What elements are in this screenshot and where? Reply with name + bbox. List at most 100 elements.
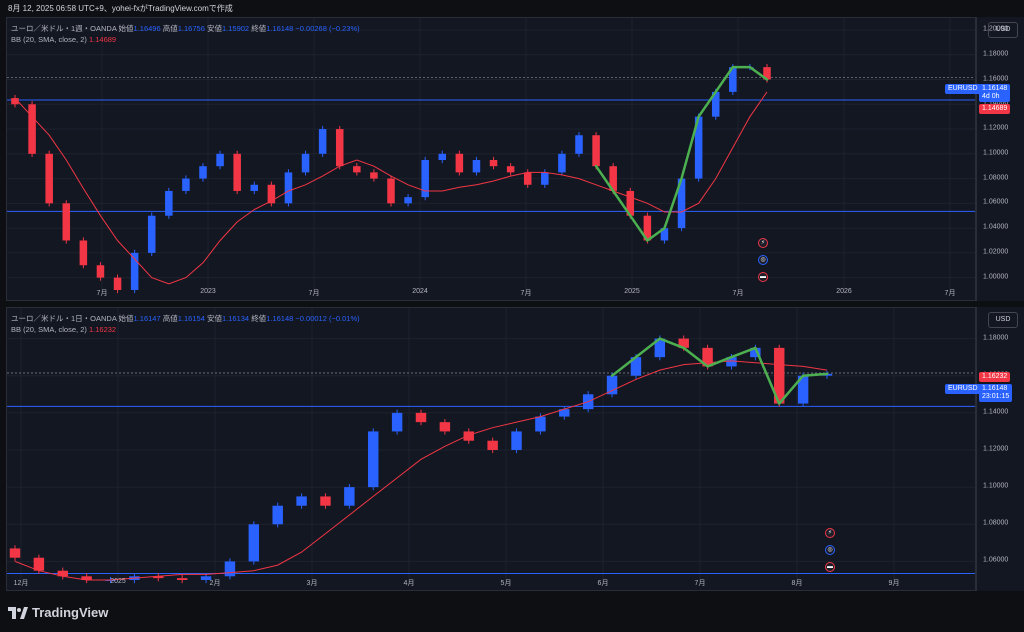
daily-chart-svg[interactable]: [7, 308, 976, 591]
candle[interactable]: [284, 172, 293, 204]
globe-icon[interactable]: ◎: [758, 255, 768, 265]
candle[interactable]: [45, 153, 53, 204]
daily-price-axis[interactable]: USD 1.180001.160001.140001.120001.100001…: [945, 307, 1024, 591]
candle[interactable]: [200, 576, 212, 580]
weekly-chart-panel[interactable]: ユーロ／米ドル・1週・OANDA 始値1.16496 高値1.16756 安値1…: [6, 17, 976, 301]
weekly-bb-tag: 1.14689: [979, 104, 1011, 114]
candle[interactable]: [455, 153, 464, 173]
candle[interactable]: [774, 347, 785, 404]
candle[interactable]: [421, 160, 429, 198]
candle[interactable]: [643, 215, 652, 241]
daily-symbol-label: ユーロ／米ドル・1日・OANDA: [11, 314, 117, 323]
candle[interactable]: [96, 265, 105, 278]
candle[interactable]: [9, 548, 21, 558]
candle[interactable]: [702, 347, 713, 367]
y-tick-label: 1.18000: [983, 334, 1009, 342]
candle[interactable]: [750, 347, 761, 358]
candle[interactable]: [182, 178, 190, 191]
candle[interactable]: [153, 576, 164, 579]
candle[interactable]: [233, 153, 241, 191]
candle[interactable]: [224, 561, 236, 577]
candle[interactable]: [335, 129, 344, 167]
candle[interactable]: [344, 487, 355, 506]
weekly-indicator-line: BB (20, SMA, close, 2) 1.14689: [11, 35, 116, 44]
flag-icon[interactable]: ▬: [758, 272, 768, 282]
candle[interactable]: [726, 357, 737, 367]
candle[interactable]: [506, 166, 515, 173]
candle[interactable]: [677, 178, 686, 229]
candle[interactable]: [694, 116, 703, 179]
candle[interactable]: [79, 240, 88, 266]
drawn-wave-line[interactable]: [594, 65, 769, 242]
flash-icon[interactable]: ⚡: [825, 528, 835, 538]
candle[interactable]: [575, 135, 583, 154]
candle[interactable]: [711, 91, 720, 117]
candle[interactable]: [438, 153, 447, 160]
candle[interactable]: [660, 228, 669, 241]
daily-chart-panel[interactable]: ユーロ／米ドル・1日・OANDA 始値1.16147 高値1.16154 安値1…: [6, 307, 976, 591]
candle[interactable]: [370, 172, 378, 179]
candle[interactable]: [28, 104, 36, 154]
candle[interactable]: [62, 203, 71, 241]
candle[interactable]: [609, 166, 617, 191]
candle[interactable]: [320, 496, 331, 506]
currency-button[interactable]: USD: [988, 312, 1018, 328]
candle[interactable]: [559, 409, 570, 417]
candle[interactable]: [267, 184, 276, 204]
tradingview-logo[interactable]: TradingView: [8, 605, 108, 620]
candle[interactable]: [113, 277, 122, 290]
candle[interactable]: [763, 67, 771, 80]
candle[interactable]: [301, 153, 310, 173]
currency-button[interactable]: USD: [988, 22, 1018, 38]
candle[interactable]: [463, 431, 474, 441]
candle[interactable]: [216, 153, 224, 167]
candle[interactable]: [391, 412, 403, 432]
candle[interactable]: [472, 160, 481, 173]
candle[interactable]: [318, 129, 327, 154]
candle[interactable]: [250, 184, 259, 191]
candle[interactable]: [130, 252, 139, 290]
flag-icon[interactable]: ▬: [825, 562, 835, 572]
candle[interactable]: [678, 338, 689, 348]
globe-icon[interactable]: ◎: [825, 545, 835, 555]
candle[interactable]: [199, 166, 207, 179]
candle[interactable]: [558, 153, 566, 173]
y-tick-label: 1.12000: [983, 124, 1009, 132]
candle[interactable]: [11, 98, 19, 105]
candle[interactable]: [523, 172, 532, 185]
flash-icon[interactable]: ⚡: [758, 238, 768, 248]
indicator-value: 1.16232: [88, 325, 117, 334]
candle[interactable]: [404, 197, 412, 204]
candle[interactable]: [387, 178, 395, 204]
weekly-price-axis[interactable]: USD 1.20000 1.18000 1.16000 1.14000 1.12000 1…: [945, 17, 1024, 301]
candle[interactable]: [33, 557, 45, 571]
candle[interactable]: [511, 431, 522, 450]
candle[interactable]: [606, 375, 618, 395]
candle[interactable]: [81, 576, 92, 580]
candle[interactable]: [296, 496, 307, 506]
candle[interactable]: [592, 135, 600, 167]
candle[interactable]: [439, 422, 451, 432]
candle[interactable]: [248, 524, 260, 562]
candle[interactable]: [489, 160, 498, 167]
candle[interactable]: [415, 412, 427, 423]
candle[interactable]: [105, 580, 116, 581]
candle[interactable]: [176, 578, 188, 580]
candle[interactable]: [165, 190, 173, 216]
candle[interactable]: [368, 431, 379, 488]
candle[interactable]: [272, 505, 283, 525]
weekly-chart-svg[interactable]: [7, 18, 976, 301]
candle[interactable]: [535, 416, 546, 432]
candle[interactable]: [626, 190, 635, 216]
x-tick-label: 2025: [110, 578, 126, 585]
candle[interactable]: [487, 440, 498, 450]
candle[interactable]: [797, 375, 809, 404]
candle[interactable]: [353, 166, 361, 173]
candle[interactable]: [729, 67, 737, 92]
candle[interactable]: [147, 215, 156, 253]
candle[interactable]: [57, 570, 68, 577]
candle[interactable]: [630, 357, 642, 376]
candle[interactable]: [541, 172, 549, 185]
candle[interactable]: [654, 338, 666, 358]
drawn-wave-line[interactable]: [610, 337, 829, 405]
